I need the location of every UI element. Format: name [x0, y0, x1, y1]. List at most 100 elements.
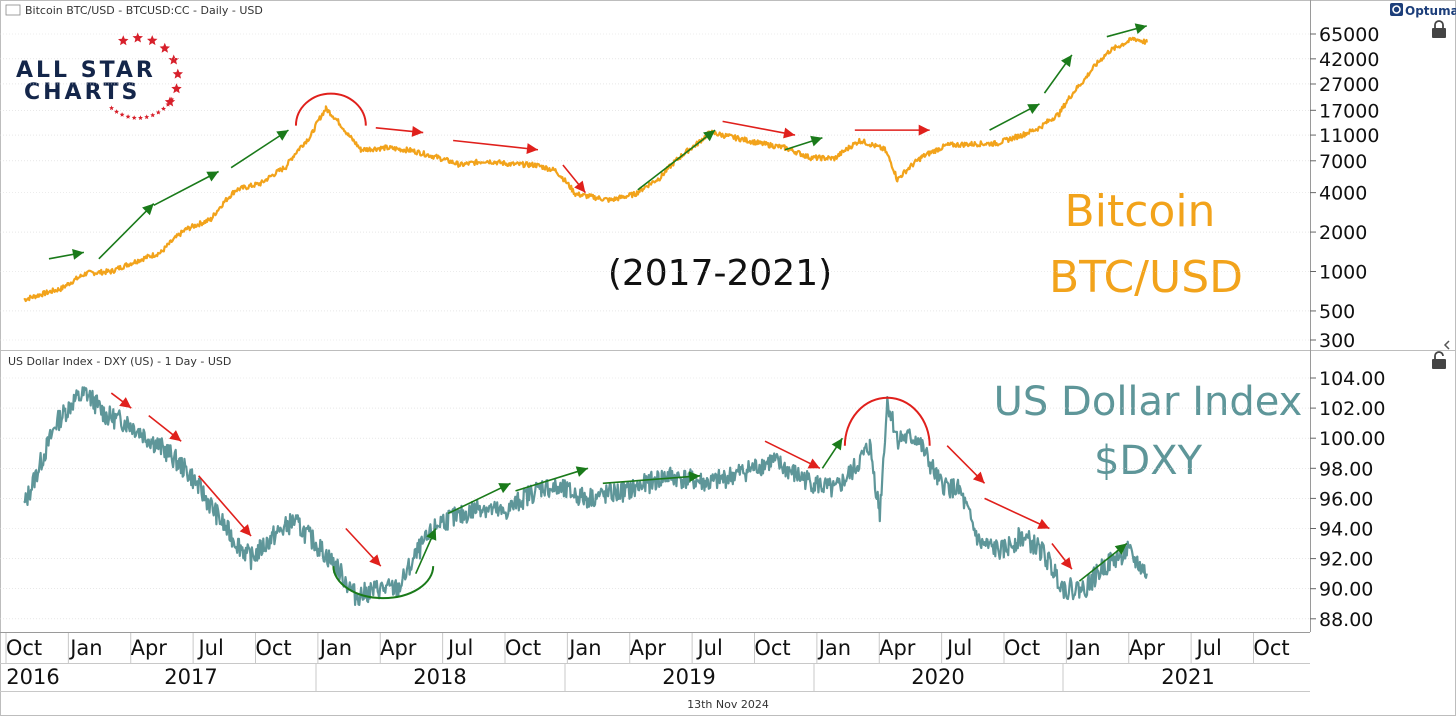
dxy-up-arrow-head	[831, 438, 843, 451]
logo-star	[138, 115, 143, 120]
btc-up-arrow	[153, 170, 219, 207]
dxy-down-arrow-head	[807, 458, 820, 469]
month-label: Jan	[318, 636, 352, 660]
logo-star	[132, 32, 143, 43]
dxy-down-arrow-head	[972, 471, 985, 484]
btc-down-arrow-head	[411, 125, 424, 137]
logo-star	[118, 35, 129, 46]
dxy-series	[23, 386, 1148, 606]
dxy-up-arrow	[447, 482, 511, 515]
dxy-tick-label: 92.00	[1319, 549, 1373, 571]
logo-star	[131, 115, 137, 120]
logo-star	[125, 114, 131, 119]
logo-star	[144, 114, 150, 120]
dxy-down-arrow	[984, 497, 1050, 530]
year-label: 2021	[1161, 665, 1214, 689]
year-label: 2016	[6, 665, 59, 689]
btc-label-line-2: BTC/USD	[1049, 252, 1243, 303]
btc-tick-label: 11000	[1319, 125, 1379, 147]
dxy-gridlines	[0, 377, 1310, 620]
month-label: Apr	[879, 636, 916, 660]
optuma-brand: Optuma	[1390, 3, 1456, 18]
month-label: Oct	[1004, 636, 1040, 660]
dxy-up-arrow-head	[575, 466, 588, 477]
month-label: Jul	[695, 636, 722, 660]
logo-star	[168, 54, 179, 65]
btc-down-arrow-head	[574, 180, 586, 193]
year-label: 2018	[413, 665, 466, 689]
month-label: Apr	[630, 636, 667, 660]
x-axis-months: Oct Jan Apr Jul Oct Jan Apr Jul Oct Jan Apr Jul Oct J…	[5, 633, 1290, 663]
month-label: Jan	[1066, 636, 1100, 660]
btc-tick-label: 1000	[1319, 262, 1367, 284]
logo-star	[109, 105, 114, 111]
dxy-down-arrow-head	[1060, 557, 1072, 570]
btc-top-arc	[294, 92, 367, 126]
collapse-panel-icon[interactable]	[1443, 340, 1450, 350]
btc-up-arrow	[98, 203, 155, 260]
logo-star	[165, 101, 171, 107]
dxy-tick-label: 96.00	[1319, 488, 1373, 510]
month-label: Jan	[68, 636, 102, 660]
dxy-up-arrow-head	[1114, 543, 1127, 555]
dxy-label-line-2: $DXY	[1094, 438, 1203, 484]
month-label: Jan	[817, 636, 851, 660]
btc-up-arrow-head	[72, 248, 84, 260]
btc-tick-label: 2000	[1319, 222, 1367, 244]
dxy-up-arrow-head	[426, 528, 437, 541]
pattern-arcs	[294, 92, 931, 600]
dxy-up-arrow-head	[498, 483, 511, 494]
logo-star	[172, 68, 183, 79]
month-label: Oct	[255, 636, 291, 660]
dxy-tick-label: 100.00	[1319, 428, 1385, 450]
btc-tick-label: 65000	[1319, 24, 1379, 46]
btc-up-arrow-head	[703, 130, 716, 142]
btc-tick-label: 7000	[1319, 151, 1367, 173]
btc-up-arrow	[230, 129, 289, 169]
month-label: Oct	[1253, 636, 1289, 660]
btc-down-arrow-head	[918, 124, 930, 136]
dxy-tick-label: 88.00	[1319, 609, 1373, 631]
btc-price-line	[23, 36, 1148, 303]
optuma-logo-icon	[1390, 3, 1403, 16]
dxy-panel-title: US Dollar Index - DXY (US) - 1 Day - USD	[8, 355, 231, 368]
trend-arrows	[48, 23, 1147, 582]
logo-star	[169, 96, 175, 102]
dxy-tick-label: 98.00	[1319, 458, 1373, 480]
btc-tick-label: 300	[1319, 330, 1355, 352]
month-label: Oct	[6, 636, 42, 660]
month-label: Jul	[945, 636, 972, 660]
footer-date: 13th Nov 2024	[687, 698, 769, 711]
logo-star	[119, 112, 125, 117]
all-star-charts-logo: ALL STAR CHARTS	[16, 32, 183, 120]
btc-gridlines	[0, 33, 1310, 341]
logo-star	[159, 42, 170, 53]
btc-tick-label: 27000	[1319, 74, 1379, 96]
btc-up-arrow-head	[206, 171, 219, 182]
btc-label-line-1: Bitcoin	[1065, 186, 1216, 237]
dxy-up-arrow	[515, 467, 589, 492]
year-label: 2020	[911, 665, 964, 689]
lock-icon[interactable]	[1432, 20, 1446, 38]
dxy-tick-label: 102.00	[1319, 398, 1385, 420]
dxy-down-arrow-head	[1037, 518, 1050, 529]
btc-down-arrow	[453, 139, 539, 151]
optuma-label: Optuma	[1405, 4, 1456, 18]
btc-header: Bitcoin BTC/USD - BTCUSD:CC - Daily - US…	[5, 4, 263, 17]
mini-chart-icon	[5, 4, 21, 16]
btc-up-arrow-head	[810, 135, 823, 147]
logo-star	[147, 35, 158, 46]
btc-up-arrow-head	[1061, 54, 1072, 68]
dxy-up-arrow	[602, 475, 701, 485]
unlock-icon[interactable]	[1432, 351, 1446, 369]
btc-up-arrow-head	[1027, 103, 1040, 114]
btc-up-arrow-head	[276, 130, 289, 141]
month-label: Jul	[1194, 636, 1221, 660]
btc-down-arrow-head	[526, 143, 538, 155]
btc-down-arrow	[722, 120, 796, 136]
btc-up-arrow-head	[142, 203, 154, 216]
logo-star	[150, 112, 156, 118]
year-label: 2019	[662, 665, 715, 689]
